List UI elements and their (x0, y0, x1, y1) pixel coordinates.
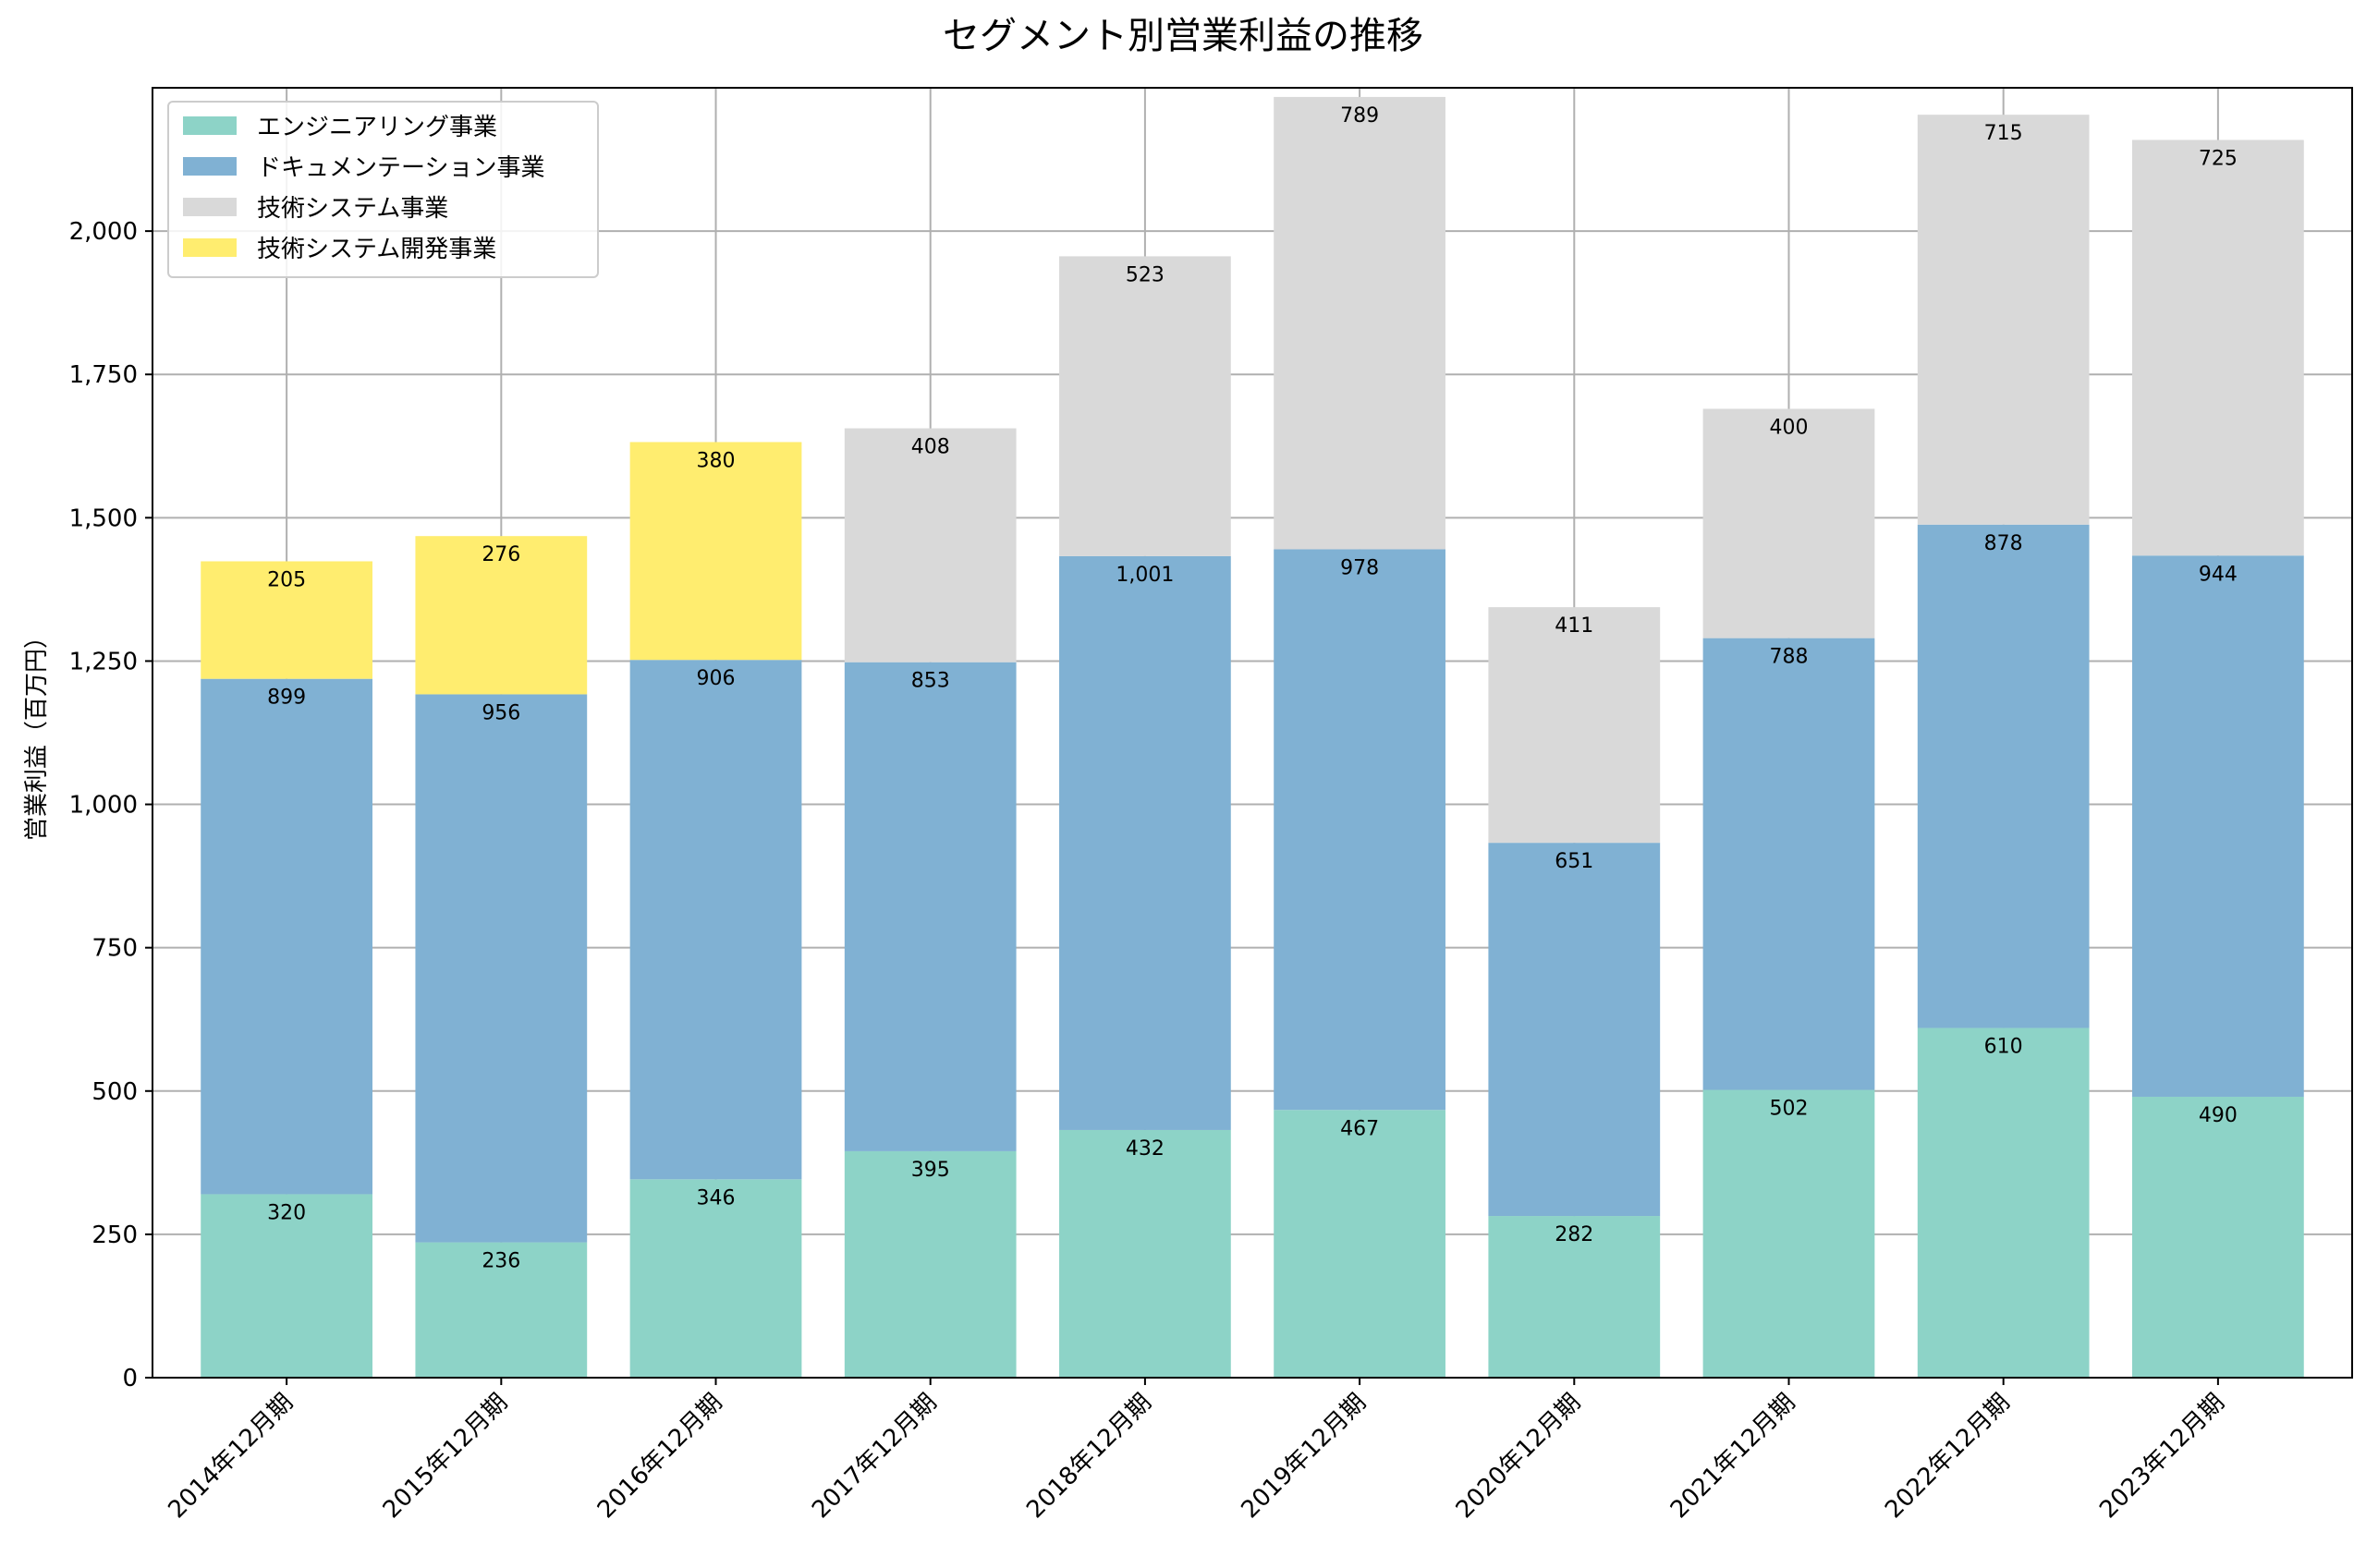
bar-segment (1488, 607, 1661, 844)
bar-value-label: 1,001 (1116, 564, 1174, 587)
bar-value-label: 408 (911, 436, 950, 459)
bar-value-label: 651 (1555, 850, 1593, 873)
bar-value-label: 502 (1769, 1098, 1808, 1121)
bar-value-label: 432 (1126, 1137, 1165, 1161)
legend-swatch (183, 238, 237, 257)
bar-segment (415, 1242, 588, 1378)
x-tick-label: 2014年12月期 (164, 1389, 299, 1525)
y-tick-label: 1,000 (69, 792, 138, 820)
bar-value-label: 906 (697, 667, 736, 690)
x-tick-label: 2016年12月期 (592, 1389, 728, 1525)
bar-segment (2132, 1096, 2304, 1378)
legend-box (167, 101, 599, 278)
bar-value-label: 523 (1126, 263, 1165, 286)
bar-segment (1059, 1129, 1231, 1378)
bar-segment (1059, 256, 1231, 556)
x-tick-label: 2022年12月期 (1880, 1389, 2016, 1525)
bar-segment (1702, 638, 1875, 1090)
bar-value-label: 395 (911, 1159, 950, 1182)
bar-segment (1917, 524, 2090, 1028)
bar-segment (1488, 1216, 1661, 1378)
plot-frame (152, 87, 2353, 1379)
y-tick-label: 1,500 (69, 504, 138, 532)
bar-segment (844, 662, 1017, 1151)
bar-value-label: 400 (1769, 416, 1808, 439)
legend-label: エンジニアリング事業 (257, 114, 497, 141)
bar-value-label: 788 (1769, 646, 1808, 669)
x-tick-label: 2020年12月期 (1451, 1389, 1587, 1525)
x-tick-label: 2023年12月期 (2094, 1389, 2230, 1525)
bar-value-label: 878 (1984, 532, 2023, 555)
legend-label: ドキュメンテーション事業 (257, 154, 544, 182)
y-tick-label: 1,750 (69, 361, 138, 389)
bar-value-label: 380 (697, 449, 736, 472)
bar-segment (844, 428, 1017, 662)
bar-value-label: 899 (267, 687, 306, 710)
bar-labels-layer: 320 899 205 236 956 276 346 906 380 395 853 408 432 1… (267, 104, 2238, 1273)
bar-segment (1274, 96, 1445, 550)
x-tick-label: 2015年12月期 (378, 1389, 514, 1525)
y-tick-label: 1,250 (69, 648, 138, 675)
y-tick-label: 750 (91, 935, 138, 963)
bar-segment (201, 561, 372, 679)
legend-label: 技術システム開発事業 (257, 236, 496, 263)
x-tick-label: 2019年12月期 (1236, 1389, 1372, 1525)
bar-segment (1702, 1089, 1875, 1378)
bar-segment (415, 694, 588, 1243)
legend-swatch (183, 157, 237, 176)
bar-value-label: 725 (2199, 147, 2238, 170)
bar-value-label: 467 (1340, 1117, 1379, 1140)
bar-segment (1274, 1110, 1445, 1378)
bar-value-label: 610 (1984, 1036, 2023, 1059)
y-tick-label: 250 (91, 1222, 138, 1249)
bars-layer (201, 96, 2304, 1378)
legend-label: 技術システム事業 (257, 195, 448, 223)
bar-segment (2132, 555, 2304, 1097)
x-tick-label: 2018年12月期 (1021, 1389, 1157, 1525)
bar-value-label: 944 (2199, 563, 2238, 586)
bar-value-label: 320 (267, 1201, 306, 1224)
bar-value-label: 236 (482, 1250, 520, 1273)
bar-value-label: 282 (1555, 1223, 1593, 1246)
bar-value-label: 346 (697, 1186, 736, 1209)
bar-segment (629, 660, 802, 1180)
bar-segment (1274, 549, 1445, 1111)
bar-value-label: 411 (1555, 614, 1593, 638)
y-axis-label: 営業利益（百万円） (23, 625, 51, 841)
bar-segment (1059, 555, 1231, 1130)
bar-value-label: 978 (1340, 556, 1379, 579)
bar-segment (415, 536, 588, 695)
bar-value-label: 956 (482, 701, 520, 724)
bar-segment (2132, 140, 2304, 556)
bar-segment (1702, 408, 1875, 638)
bar-segment (629, 1179, 802, 1378)
bar-segment (201, 1194, 372, 1378)
bar-value-label: 853 (911, 670, 950, 693)
legend-swatch (183, 116, 237, 135)
bar-value-label: 789 (1340, 104, 1379, 128)
bar-value-label: 490 (2199, 1104, 2238, 1127)
bar-segment (844, 1150, 1017, 1378)
y-tick-label: 2,000 (69, 218, 138, 246)
bar-value-label: 276 (482, 543, 520, 566)
x-tick-label: 2021年12月期 (1665, 1389, 1801, 1525)
bar-value-label: 205 (267, 568, 306, 591)
y-tick-label: 500 (91, 1078, 138, 1106)
chart-title: セグメント別営業利益の推移 (943, 15, 1423, 57)
bar-value-label: 715 (1984, 122, 2023, 145)
bar-segment (1917, 115, 2090, 525)
y-tick-label: 0 (122, 1365, 138, 1392)
bar-segment (1488, 843, 1661, 1217)
legend-swatch (183, 198, 237, 216)
x-tick-label: 2017年12月期 (807, 1389, 943, 1525)
bar-segment (1917, 1027, 2090, 1378)
bar-segment (201, 678, 372, 1195)
bar-segment (629, 442, 802, 661)
